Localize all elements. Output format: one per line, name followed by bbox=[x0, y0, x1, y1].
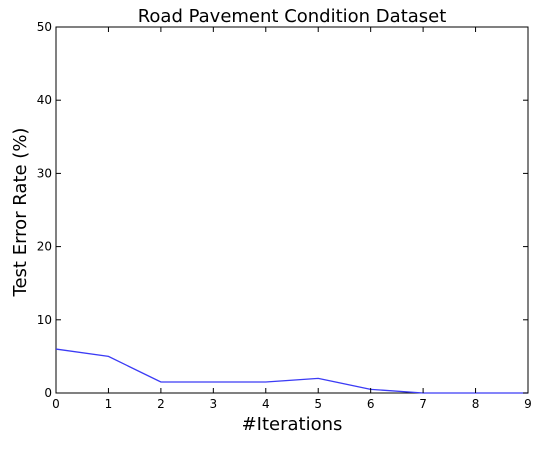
x-tick-label: 8 bbox=[472, 397, 480, 411]
x-axis-label: #Iterations bbox=[242, 414, 343, 435]
x-tick-label: 1 bbox=[105, 397, 113, 411]
y-tick-label: 50 bbox=[37, 20, 52, 34]
x-tick-label: 0 bbox=[52, 397, 60, 411]
x-tick-label: 9 bbox=[524, 397, 532, 411]
series-line bbox=[55, 348, 528, 394]
y-tick-label: 30 bbox=[37, 166, 52, 180]
y-axis-label: Test Error Rate (%) bbox=[10, 128, 31, 298]
x-tick-label: 4 bbox=[262, 397, 270, 411]
x-tick-label: 2 bbox=[157, 397, 165, 411]
y-tick-label: 10 bbox=[37, 313, 52, 327]
chart-title: Road Pavement Condition Dataset bbox=[138, 6, 447, 27]
x-tick-label: 6 bbox=[367, 397, 375, 411]
plot-area bbox=[55, 26, 529, 394]
y-tick-label: 40 bbox=[37, 93, 52, 107]
x-axis-ticks: 0 1 2 3 4 5 6 7 8 9 bbox=[52, 27, 532, 411]
x-tick-label: 5 bbox=[314, 397, 322, 411]
x-tick-label: 3 bbox=[210, 397, 218, 411]
plot-frame bbox=[55, 26, 529, 394]
x-tick-label: 7 bbox=[419, 397, 427, 411]
y-tick-label: 0 bbox=[44, 386, 52, 400]
y-axis-ticks: 0 10 20 30 40 50 bbox=[37, 20, 528, 400]
y-tick-label: 20 bbox=[37, 240, 52, 254]
